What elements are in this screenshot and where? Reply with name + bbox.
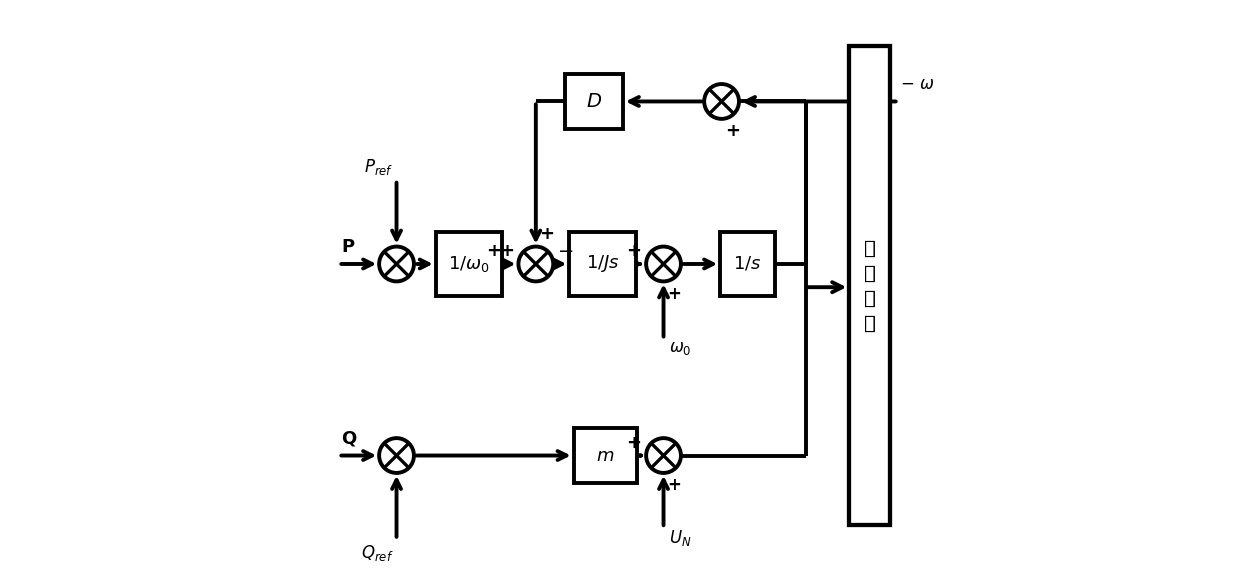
- Text: $\omega_0$: $\omega_0$: [670, 339, 692, 357]
- Text: +: +: [539, 225, 554, 243]
- Text: +: +: [486, 242, 501, 260]
- Text: $P_{ref}$: $P_{ref}$: [365, 157, 393, 177]
- Text: $Q_{ref}$: $Q_{ref}$: [361, 543, 393, 563]
- Circle shape: [646, 438, 681, 473]
- Text: $-$: $-$: [557, 240, 573, 259]
- Text: P: P: [341, 237, 355, 255]
- Bar: [565, 74, 622, 129]
- Circle shape: [646, 247, 681, 281]
- Text: 输
出
数
据: 输 出 数 据: [864, 239, 875, 333]
- Bar: [720, 232, 775, 296]
- Text: +: +: [498, 242, 513, 260]
- Circle shape: [704, 84, 739, 119]
- Text: +: +: [667, 285, 681, 303]
- Text: $1/Js$: $1/Js$: [585, 254, 620, 274]
- Bar: [849, 46, 890, 525]
- Text: $1/s$: $1/s$: [733, 255, 761, 273]
- Circle shape: [379, 438, 414, 473]
- Bar: [435, 232, 502, 296]
- Text: +: +: [626, 434, 641, 452]
- Circle shape: [379, 247, 414, 281]
- Text: +: +: [667, 476, 681, 495]
- Circle shape: [518, 247, 553, 281]
- Text: +: +: [725, 122, 740, 141]
- Bar: [574, 428, 637, 483]
- Text: $-\ \omega$: $-\ \omega$: [900, 75, 934, 93]
- Text: $U_N$: $U_N$: [670, 528, 692, 548]
- Text: $D$: $D$: [585, 92, 601, 111]
- Text: $m$: $m$: [596, 447, 615, 465]
- Bar: [569, 232, 636, 296]
- Text: Q: Q: [341, 429, 357, 447]
- Text: $1/\omega_0$: $1/\omega_0$: [448, 254, 490, 274]
- Text: 输
出
数
据: 输 出 数 据: [864, 239, 875, 333]
- Text: +: +: [626, 242, 641, 260]
